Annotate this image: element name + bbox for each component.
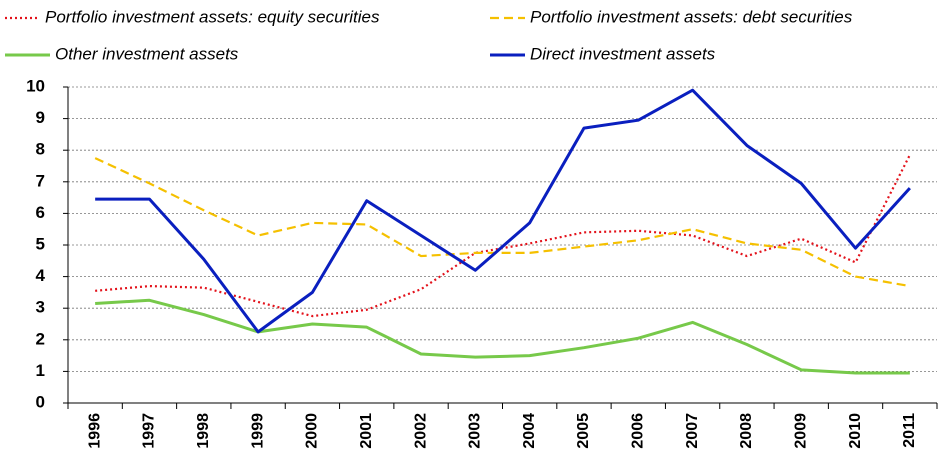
y-tick-label: 7 [36,171,45,190]
x-tick-label: 2011 [901,413,918,448]
x-tick-label: 2002 [412,413,429,449]
y-tick-label: 5 [36,234,45,253]
x-tick-label: 2008 [738,413,755,449]
x-tick-label: 2004 [521,413,538,449]
x-tick-label: 1997 [141,413,158,449]
line-series [95,298,910,375]
y-tick-label: 10 [26,76,45,95]
y-tick-label: 8 [36,140,45,159]
x-tick-label: 2010 [847,413,864,449]
y-tick-label: 1 [36,361,45,380]
line-series [94,157,911,288]
y-tick-label: 2 [36,329,45,348]
legend-label: Other investment assets [55,44,239,63]
x-tick-label: 2000 [304,413,321,449]
x-tick-label: 2005 [575,413,592,449]
x-tick-label: 2001 [358,413,375,449]
legend-label: Portfolio investment assets: equity secu… [45,7,380,26]
x-tick-label: 1999 [249,413,266,449]
x-tick-label: 1998 [195,413,212,449]
x-tick-label: 2009 [792,413,809,449]
y-tick-label: 9 [36,108,45,127]
y-tick-label: 6 [36,203,45,222]
y-tick-label: 4 [36,266,46,285]
x-tick-label: 2006 [630,413,647,449]
y-tick-label: 3 [36,298,45,317]
x-tick-label: 2003 [467,413,484,449]
x-tick-label: 1996 [86,413,103,449]
line-series [95,154,911,318]
legend-label: Direct investment assets [530,44,716,63]
legend-label: Portfolio investment assets: debt securi… [530,7,853,26]
x-tick-label: 2007 [684,413,701,449]
y-tick-label: 0 [36,392,45,411]
line-series [95,88,911,334]
